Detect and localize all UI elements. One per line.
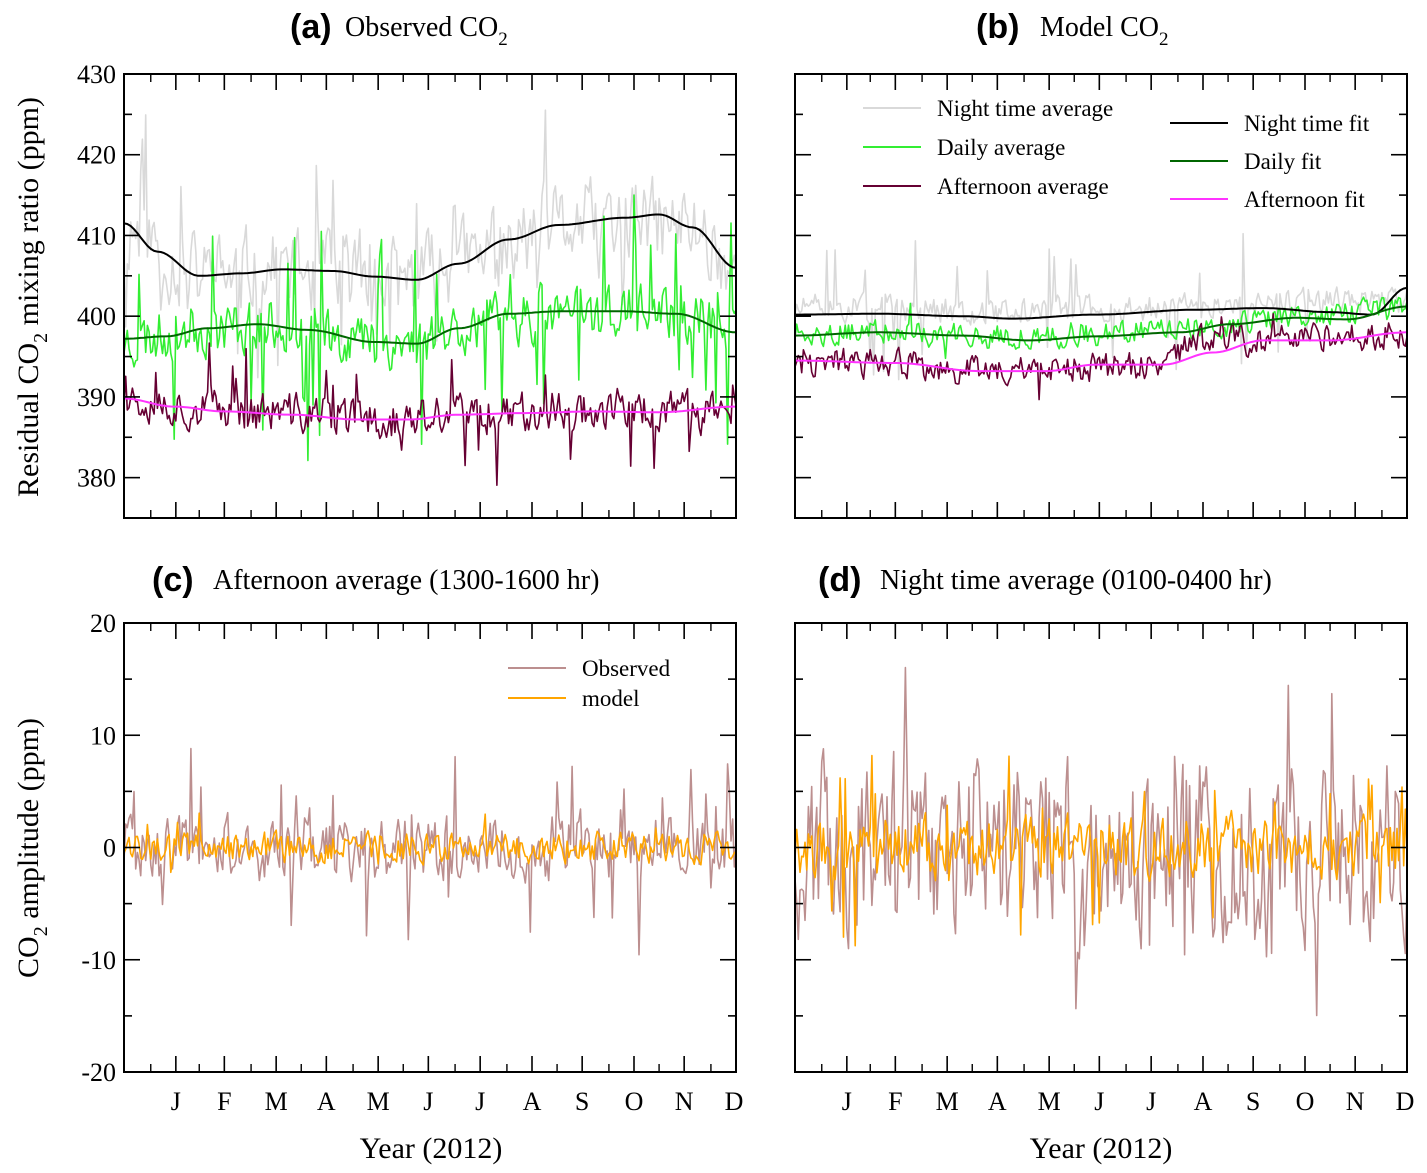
panel-b-title: Model CO2 <box>1040 12 1169 50</box>
series-observed-line-d <box>795 666 1407 1017</box>
series-observed-line-c <box>124 747 736 956</box>
series-night-fit-line-b <box>795 286 1407 320</box>
x-tick-label-c: J <box>171 1087 181 1116</box>
y-axis-label-top-pre: Residual CO <box>12 343 45 497</box>
panel-b-plot: Night time average Daily average Afternoon… <box>794 73 1408 519</box>
x-tick-label-d: D <box>1396 1087 1415 1116</box>
series-daily-fit-line-b <box>795 305 1407 342</box>
panel-c-legend: Observed model <box>508 656 671 711</box>
y-tick-label-a: 430 <box>77 60 116 89</box>
x-axis-label-d: Year (2012) <box>1030 1132 1173 1165</box>
legend-label-night-fit: Night time fit <box>1244 111 1370 136</box>
legend-label-afternoon-fit: Afternoon fit <box>1244 187 1365 212</box>
y-tick-label-c: 20 <box>90 609 116 638</box>
y-axis-label-top: Residual CO2 mixing ratio (ppm) <box>12 97 52 497</box>
x-axis-label-c: Year (2012) <box>360 1132 503 1165</box>
y-tick-label-a: 380 <box>77 464 116 493</box>
x-tick-label-d: F <box>888 1087 902 1116</box>
y-tick-label-a: 400 <box>77 302 116 331</box>
x-tick-label-c: A <box>317 1087 336 1116</box>
panel-b-frame <box>794 73 1408 519</box>
y-tick-label-c: -10 <box>81 946 116 975</box>
panel-a-title-sub: 2 <box>498 29 508 50</box>
series-daily-avg-line-a <box>124 194 736 462</box>
series-daily-fit-line-a <box>124 310 736 345</box>
panel-c-letter: (c) <box>152 561 194 599</box>
panel-a-plot: 380 390 400 410 420 430 <box>77 60 737 519</box>
x-tick-label-c: O <box>625 1087 644 1116</box>
y-axis-label-top-sub: 2 <box>30 333 52 343</box>
legend-label-observed: Observed <box>582 656 671 681</box>
legend-label-daily-fit: Daily fit <box>1244 149 1322 174</box>
x-tick-label-d: S <box>1246 1087 1260 1116</box>
x-tick-label-d: J <box>1094 1087 1104 1116</box>
x-tick-label-c: J <box>423 1087 433 1116</box>
panel-a-series <box>124 109 736 486</box>
x-tick-label-c: A <box>523 1087 542 1116</box>
x-tick-label-c: D <box>725 1087 744 1116</box>
series-night-avg-line-b <box>795 232 1407 381</box>
panel-a-title: Observed CO2 <box>345 12 508 50</box>
x-tick-label-d: M <box>1038 1087 1061 1116</box>
x-tick-label-c: S <box>575 1087 589 1116</box>
legend-label-daily-avg: Daily average <box>937 135 1065 160</box>
y-tick-label-a: 420 <box>77 141 116 170</box>
panel-a-letter: (a) <box>290 8 332 46</box>
panel-c-title: Afternoon average (1300-1600 hr) <box>213 565 599 596</box>
y-axis-label-bottom-pre: CO <box>12 936 45 978</box>
panel-d-series <box>795 666 1407 1017</box>
x-tick-label-d: J <box>1146 1087 1156 1116</box>
series-afternoon-avg-line-a <box>124 342 736 486</box>
x-tick-label-c: M <box>367 1087 390 1116</box>
series-afternoon-avg-line-b <box>795 313 1407 401</box>
panel-c-series <box>124 747 736 956</box>
legend-label-night-avg: Night time average <box>937 96 1113 121</box>
y-tick-label-c: -20 <box>81 1058 116 1087</box>
panel-b-legend: Night time average Daily average Afternoon… <box>863 96 1370 212</box>
y-tick-label-a: 410 <box>77 221 116 250</box>
y-axis-label-bottom: CO2 amplitude (ppm) <box>12 718 52 978</box>
panel-b-letter: (b) <box>976 8 1019 46</box>
legend-label-afternoon-avg: Afternoon average <box>937 174 1109 199</box>
panel-a-frame <box>123 73 737 519</box>
y-tick-label-a: 390 <box>77 383 116 412</box>
y-tick-label-c: 10 <box>90 721 116 750</box>
series-model-line-d <box>795 754 1407 947</box>
series-night-avg-line-a <box>124 109 736 379</box>
series-afternoon-fit-line-a <box>124 397 736 421</box>
series-night-fit-line-a <box>124 213 736 281</box>
x-tick-label-c: F <box>217 1087 231 1116</box>
x-tick-label-d: A <box>988 1087 1007 1116</box>
series-model-line-c <box>124 812 736 874</box>
x-tick-label-d: A <box>1194 1087 1213 1116</box>
panel-b-title-sub: 2 <box>1159 29 1169 50</box>
series-daily-avg-line-b <box>795 296 1407 360</box>
panel-d-letter: (d) <box>818 561 861 599</box>
x-tick-label-d: M <box>936 1087 959 1116</box>
legend-label-model: model <box>582 686 640 711</box>
panel-d-title: Night time average (0100-0400 hr) <box>880 565 1272 596</box>
y-axis-label-top-post: mixing ratio (ppm) <box>12 97 45 333</box>
panel-b-title-main: Model CO <box>1040 12 1159 43</box>
x-tick-label-c: M <box>265 1087 288 1116</box>
x-tick-label-d: O <box>1296 1087 1315 1116</box>
panel-a-title-main: Observed CO <box>345 12 498 43</box>
series-afternoon-fit-line-b <box>795 331 1407 373</box>
panel-b-series <box>795 232 1407 401</box>
y-axis-label-bottom-sub: 2 <box>30 926 52 936</box>
y-tick-label-c: 0 <box>103 834 116 863</box>
x-tick-label-d: N <box>1346 1087 1365 1116</box>
x-tick-label-c: N <box>675 1087 694 1116</box>
x-tick-label-d: J <box>842 1087 852 1116</box>
y-axis-label-bottom-post: amplitude (ppm) <box>12 718 45 926</box>
x-tick-label-c: J <box>475 1087 485 1116</box>
